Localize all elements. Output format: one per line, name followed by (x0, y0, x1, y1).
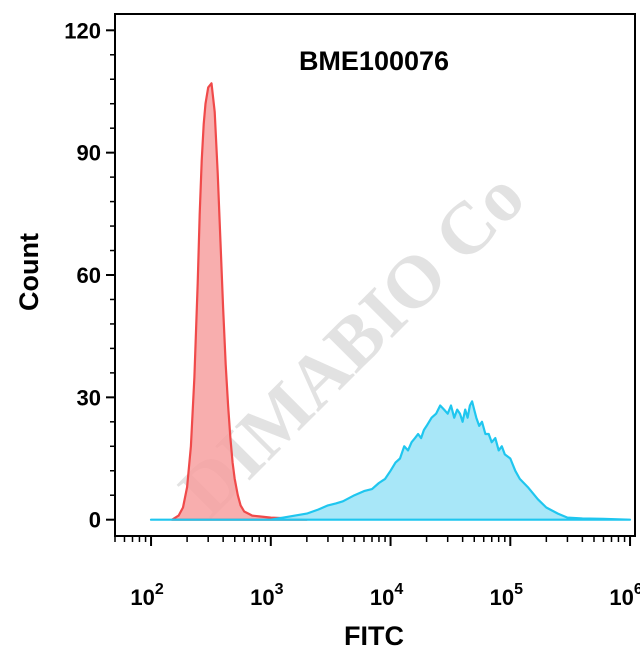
histogram-series-1 (171, 82, 308, 521)
y-tick-label: 30 (77, 385, 101, 410)
y-tick-label: 90 (77, 141, 101, 166)
histogram-series-2 (149, 400, 632, 521)
x-tick-label: 102 (130, 581, 163, 610)
x-tick-label: 106 (609, 581, 640, 610)
x-tick-label: 103 (250, 581, 283, 610)
y-tick-label: 120 (64, 18, 101, 43)
x-axis-title: FITC (344, 621, 404, 651)
x-tick-label: 104 (370, 581, 403, 610)
x-tick-label: 105 (490, 581, 523, 610)
y-axis-title: Count (14, 233, 44, 311)
y-tick-label: 0 (89, 508, 101, 533)
y-tick-label: 60 (77, 263, 101, 288)
chart-title: BME100076 (299, 46, 449, 76)
